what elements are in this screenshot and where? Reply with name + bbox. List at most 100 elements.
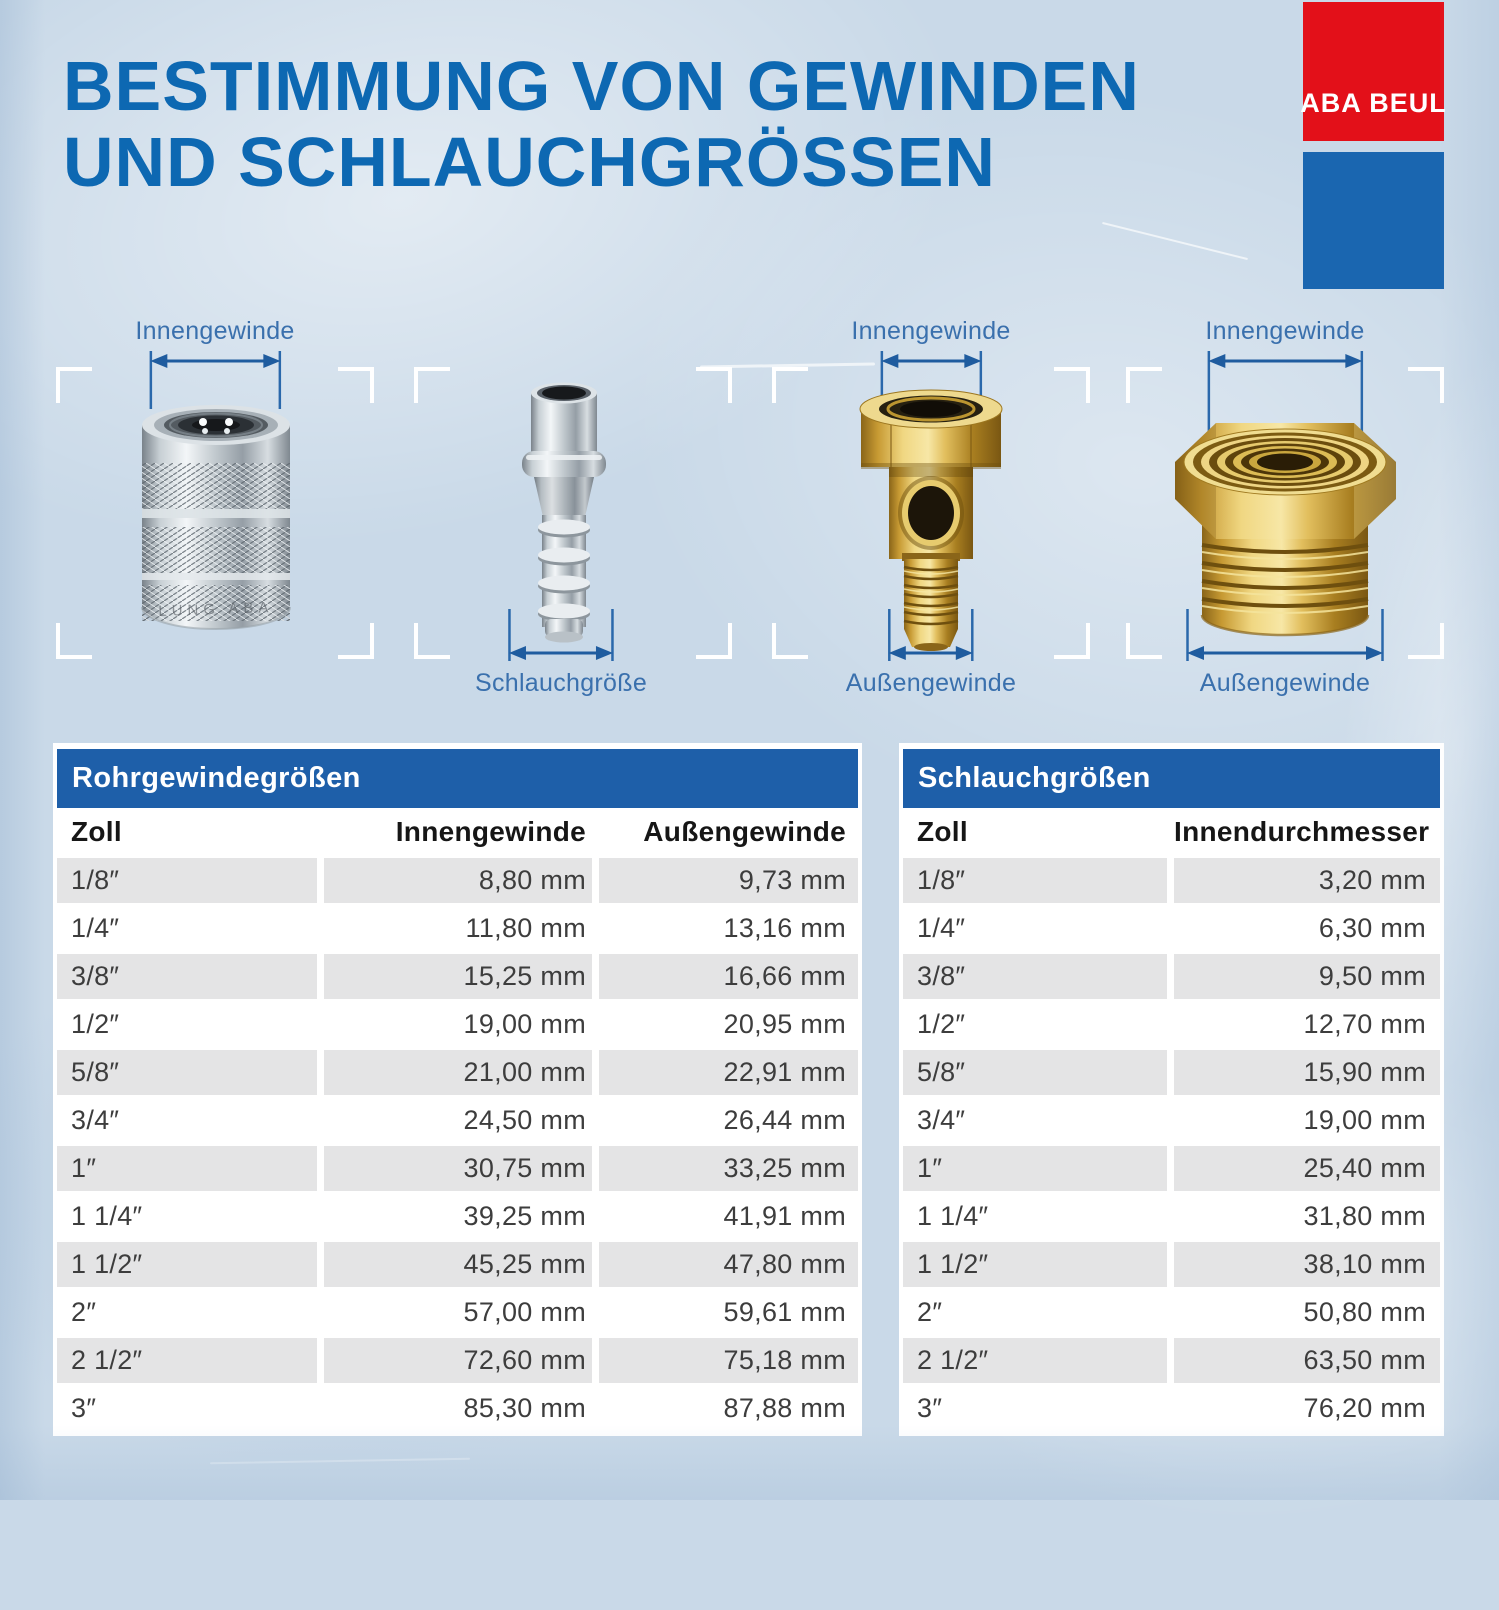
table-row: 2″ 50,80 mm xyxy=(903,1288,1440,1336)
column-header: Innendurchmesser xyxy=(1174,816,1430,847)
table-row: 1 1/4″ 31,80 mm xyxy=(903,1192,1440,1240)
table-cell: 72,60 mm xyxy=(324,1337,592,1383)
product-engraving: LUNG ABA xyxy=(158,599,274,620)
table-title-bar: Schlauchgrößen xyxy=(903,749,1440,808)
table-title: Schlauchgrößen xyxy=(918,762,1151,794)
dimension-arrow-icon xyxy=(149,351,281,409)
dimension-label: Innengewinde xyxy=(851,317,1011,345)
table-cell: 5/8″ xyxy=(57,1049,317,1095)
table-cell: 15,90 mm xyxy=(1174,1049,1440,1095)
table-row: 5/8″ 21,00 mm 22,91 mm xyxy=(57,1048,858,1096)
table-cell: 2″ xyxy=(917,1296,943,1327)
table-cell: 41,91 mm xyxy=(723,1200,846,1231)
frame-corner-icon xyxy=(414,623,450,659)
title-line-2: UND SCHLAUCHGRÖSSEN xyxy=(63,123,996,201)
table-cell: 3/4″ xyxy=(917,1104,966,1135)
table-row: 1 1/2″ 38,10 mm xyxy=(903,1240,1440,1288)
table-cell: 8,80 mm xyxy=(324,857,592,903)
table-row: 1/2″ 12,70 mm xyxy=(903,1000,1440,1048)
table-cell: 1/2″ xyxy=(71,1008,120,1039)
dimension-label: Außengewinde xyxy=(845,669,1017,697)
table-body: 1/8″ 3,20 mm 1/4″ 6,30 mm 3/8″ 9,50 mm 1/2″ 12,… xyxy=(903,856,1440,1432)
table-cell: 12,70 mm xyxy=(1303,1008,1426,1039)
table-row: 1 1/2″ 45,25 mm 47,80 mm xyxy=(57,1240,858,1288)
table-cell: 19,00 mm xyxy=(463,1008,586,1039)
logo-divider xyxy=(1303,141,1444,152)
table-pipe-thread-sizes: Rohrgewindegrößen Zoll Innengewinde Auße… xyxy=(53,743,862,1436)
table-cell: 3,20 mm xyxy=(1174,857,1440,903)
frame-corner-icon xyxy=(56,623,92,659)
table-cell: 59,61 mm xyxy=(723,1296,846,1327)
table-row: 3″ 76,20 mm xyxy=(903,1384,1440,1432)
frame-corner-icon xyxy=(1408,623,1444,659)
table-cell: 1/2″ xyxy=(917,1008,966,1039)
table-row: 5/8″ 15,90 mm xyxy=(903,1048,1440,1096)
frame-corner-icon xyxy=(338,367,374,403)
table-cell: 3/8″ xyxy=(903,953,1167,999)
column-header: Innengewinde xyxy=(395,816,586,847)
table-cell: 3/4″ xyxy=(71,1104,120,1135)
frame-corner-icon xyxy=(696,623,732,659)
table-row: 1 1/4″ 39,25 mm 41,91 mm xyxy=(57,1192,858,1240)
page-title: BESTIMMUNG VON GEWINDEN UND SCHLAUCHGRÖS… xyxy=(63,48,1140,200)
frame-corner-icon xyxy=(772,367,808,403)
table-row: 2 1/2″ 72,60 mm 75,18 mm xyxy=(57,1336,858,1384)
dimension-annotation: Innengewinde xyxy=(135,315,294,409)
table-cell: 1/4″ xyxy=(71,912,120,943)
table-cell: 57,00 mm xyxy=(463,1296,586,1327)
table-row: 1/4″ 11,80 mm 13,16 mm xyxy=(57,904,858,952)
dimension-annotation: Innengewinde xyxy=(1205,315,1364,451)
table-cell: 45,25 mm xyxy=(324,1241,592,1287)
table-row: 1/8″ 8,80 mm 9,73 mm xyxy=(57,856,858,904)
table-cell: 9,50 mm xyxy=(1174,953,1440,999)
product-frame-tee-fitting: Innengewinde xyxy=(772,317,1090,697)
table-hose-sizes: Schlauchgrößen Zoll Innendurchmesser 1/8… xyxy=(899,743,1444,1436)
table-cell: 30,75 mm xyxy=(324,1145,592,1191)
logo-brand-text: ABA BEUL xyxy=(1300,88,1447,118)
table-cell: 1 1/2″ xyxy=(903,1241,1167,1287)
column-header-row: Zoll Innengewinde Außengewinde xyxy=(57,808,858,856)
column-header-row: Zoll Innendurchmesser xyxy=(903,808,1440,856)
table-cell: 3″ xyxy=(71,1392,97,1423)
column-header: Außengewinde xyxy=(643,816,846,847)
table-cell: 2 1/2″ xyxy=(57,1337,317,1383)
frame-corner-icon xyxy=(696,367,732,403)
frame-corner-icon xyxy=(414,367,450,403)
dimension-annotation: Außengewinde xyxy=(846,609,1016,699)
dimension-arrow-icon xyxy=(888,609,974,661)
dimension-label: Außengewinde xyxy=(1199,669,1371,697)
table-cell: 1 1/4″ xyxy=(71,1200,143,1231)
table-cell: 3/8″ xyxy=(57,953,317,999)
table-cell: 3″ xyxy=(917,1392,943,1423)
table-cell: 5/8″ xyxy=(903,1049,1167,1095)
table-cell: 9,73 mm xyxy=(599,857,858,903)
table-row: 1/8″ 3,20 mm xyxy=(903,856,1440,904)
table-cell: 87,88 mm xyxy=(723,1392,846,1423)
table-row: 1″ 25,40 mm xyxy=(903,1144,1440,1192)
frame-corner-icon xyxy=(56,367,92,403)
table-cell: 26,44 mm xyxy=(723,1104,846,1135)
dimension-annotation: Schlauchgröße xyxy=(475,609,647,699)
table-cell: 6,30 mm xyxy=(1318,912,1426,943)
table-cell: 19,00 mm xyxy=(1303,1104,1426,1135)
table-cell: 1 1/4″ xyxy=(917,1200,989,1231)
table-cell: 22,91 mm xyxy=(599,1049,858,1095)
column-header: Zoll xyxy=(917,816,968,847)
table-row: 3/4″ 24,50 mm 26,44 mm xyxy=(57,1096,858,1144)
table-cell: 39,25 mm xyxy=(463,1200,586,1231)
frame-corner-icon xyxy=(1126,623,1162,659)
table-row: 3″ 85,30 mm 87,88 mm xyxy=(57,1384,858,1432)
background-texture xyxy=(1101,221,1249,261)
product-illustration-reducing-bush xyxy=(1175,423,1396,637)
table-cell: 38,10 mm xyxy=(1174,1241,1440,1287)
table-cell: 1/8″ xyxy=(57,857,317,903)
frame-corner-icon xyxy=(772,623,808,659)
dimension-label: Innengewinde xyxy=(135,317,295,345)
table-cell: 1″ xyxy=(903,1145,1167,1191)
table-row: 2 1/2″ 63,50 mm xyxy=(903,1336,1440,1384)
background-texture xyxy=(210,1457,470,1465)
frame-corner-icon xyxy=(1126,367,1162,403)
logo-red-box: ABA BEUL xyxy=(1300,2,1447,141)
table-cell: 50,80 mm xyxy=(1303,1296,1426,1327)
frame-corner-icon xyxy=(338,623,374,659)
